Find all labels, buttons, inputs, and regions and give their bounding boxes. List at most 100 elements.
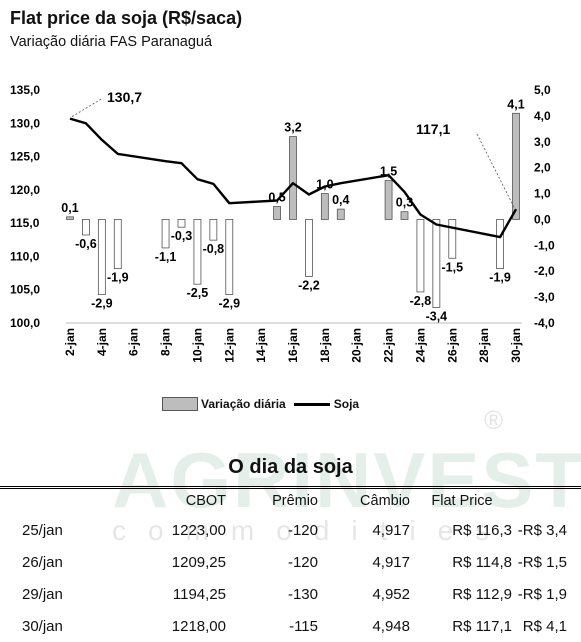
bar-data-label: 0,4 bbox=[332, 193, 349, 207]
x-tick-label: 16-jan bbox=[286, 328, 300, 363]
y-right-tick-label: 3,0 bbox=[534, 135, 551, 149]
cell-cambio: 4,952 bbox=[372, 585, 410, 603]
bar bbox=[177, 219, 186, 228]
y-right-tick-label: 5,0 bbox=[534, 83, 551, 97]
legend-bar-swatch bbox=[162, 397, 198, 411]
bar-data-label: -0,3 bbox=[171, 229, 193, 243]
y-right-tick-label: -3,0 bbox=[534, 290, 555, 304]
y-right-tick-label: 0,0 bbox=[534, 212, 551, 226]
soy-day-table: CBOT Prêmio Câmbio Flat Price 25/jan 122… bbox=[0, 488, 581, 642]
cell-date: 30/jan bbox=[22, 617, 63, 635]
cell-cambio: 4,917 bbox=[372, 553, 410, 571]
bar bbox=[161, 219, 170, 249]
x-tick-label: 4-jan bbox=[95, 328, 109, 356]
soja-line bbox=[69, 117, 518, 239]
legend-bar-label: Variação diária bbox=[201, 397, 286, 411]
annotation-leader bbox=[475, 131, 515, 208]
cell-premio: -120 bbox=[287, 553, 318, 571]
cell-change: -R$ 3,4 bbox=[517, 521, 567, 539]
x-tick-label: 30-jan bbox=[509, 328, 523, 363]
header-flat-price: Flat Price bbox=[431, 493, 493, 509]
cell-premio: -120 bbox=[287, 521, 318, 539]
bar-data-label: -2,9 bbox=[91, 297, 113, 311]
y-left-tick-label: 130,0 bbox=[10, 116, 40, 130]
y-right-tick-label: -4,0 bbox=[534, 316, 555, 330]
bar-data-label: -3,4 bbox=[426, 309, 448, 323]
x-tick-label: 2-jan bbox=[63, 328, 77, 356]
y-right-tick-label: 1,0 bbox=[534, 187, 551, 201]
x-tick-label: 10-jan bbox=[190, 328, 204, 363]
y-left-tick-label: 135,0 bbox=[10, 83, 40, 97]
table-top-rule-2 bbox=[0, 488, 581, 489]
cell-change: -R$ 1,9 bbox=[517, 585, 567, 603]
bar bbox=[320, 193, 329, 220]
header-cambio: Câmbio bbox=[360, 493, 410, 509]
cell-cbot: 1223,00 bbox=[171, 521, 226, 539]
x-tick-label: 18-jan bbox=[318, 328, 332, 363]
y-right-tick-label: 4,0 bbox=[534, 109, 551, 123]
header-date bbox=[0, 488, 115, 514]
bar bbox=[225, 219, 234, 295]
table-row: 30/jan 1218,00 -115 4,948 R$ 117,1 R$ 4,… bbox=[0, 610, 581, 642]
x-tick-label: 24-jan bbox=[413, 328, 427, 363]
chart-title: Flat price da soja (R$/saca) bbox=[10, 8, 243, 28]
bar-data-label: -2,8 bbox=[410, 294, 432, 308]
cell-cambio: 4,948 bbox=[372, 617, 410, 635]
y-left-tick-label: 120,0 bbox=[10, 183, 40, 197]
bar bbox=[209, 219, 218, 241]
bar-data-label: 4,1 bbox=[507, 97, 524, 111]
header-change bbox=[513, 488, 581, 514]
bar bbox=[273, 206, 281, 220]
table-title: O dia da soja bbox=[228, 456, 353, 478]
price-chart: 100,0 105,0 110,0 115,0 120,0 125,0 130,0 135,0… bbox=[10, 83, 555, 363]
x-tick-label: 14-jan bbox=[254, 328, 268, 363]
cell-date: 29/jan bbox=[22, 585, 63, 603]
cell-cbot: 1194,25 bbox=[172, 585, 226, 603]
bar bbox=[400, 211, 409, 220]
x-tick-label: 28-jan bbox=[477, 328, 491, 363]
bar-data-label: -1,1 bbox=[155, 250, 177, 264]
annotation-label: 117,1 bbox=[416, 121, 450, 137]
bar bbox=[416, 219, 425, 293]
bar bbox=[82, 219, 90, 236]
header-premio: Prêmio bbox=[272, 493, 318, 509]
cell-cbot: 1218,00 bbox=[171, 617, 226, 635]
cell-change: R$ 4,1 bbox=[522, 617, 567, 635]
table-row: 29/jan 1194,25 -130 4,952 R$ 112,9 -R$ 1… bbox=[0, 578, 581, 610]
bar-data-label: 0,1 bbox=[61, 201, 78, 215]
bar bbox=[432, 219, 441, 308]
table-header-row: CBOT Prêmio Câmbio Flat Price bbox=[0, 488, 581, 514]
cell-date: 25/jan bbox=[22, 521, 63, 539]
bar-data-label: -1,9 bbox=[107, 271, 129, 285]
bar-data-label: -2,2 bbox=[298, 278, 320, 292]
bar bbox=[336, 208, 345, 220]
bar bbox=[193, 219, 202, 285]
bar bbox=[448, 219, 457, 259]
y-right-tick-label: -1,0 bbox=[534, 238, 555, 252]
y-left-tick-label: 100,0 bbox=[10, 316, 40, 330]
x-tick-label: 20-jan bbox=[350, 328, 364, 363]
header-cbot: CBOT bbox=[185, 493, 226, 509]
cell-flat-price: R$ 112,9 bbox=[452, 585, 512, 603]
legend-line-swatch bbox=[293, 402, 330, 406]
cell-cbot: 1209,25 bbox=[171, 553, 226, 571]
table-row: 26/jan 1209,25 -120 4,917 R$ 114,8 -R$ 1… bbox=[0, 546, 581, 578]
legend-line-label: Soja bbox=[333, 397, 360, 411]
y-right-tick-label: -2,0 bbox=[534, 264, 555, 278]
cell-date: 26/jan bbox=[22, 553, 63, 571]
registered-mark: ® bbox=[484, 405, 504, 435]
bar-data-label: -1,5 bbox=[442, 260, 464, 274]
y-left-tick-label: 110,0 bbox=[10, 249, 40, 263]
bar-data-label: -2,5 bbox=[187, 286, 209, 300]
cell-flat-price: R$ 114,8 bbox=[452, 553, 512, 571]
bar-data-label: -1,9 bbox=[489, 271, 511, 285]
bar-data-label: 3,2 bbox=[284, 121, 301, 135]
bar bbox=[305, 219, 313, 277]
cell-flat-price: R$ 117,1 bbox=[452, 617, 512, 635]
annotation-label: 130,7 bbox=[107, 89, 142, 105]
watermark-subtext: commodities bbox=[112, 515, 512, 546]
annotation-leader bbox=[71, 97, 104, 117]
x-tick-label: 12-jan bbox=[222, 328, 236, 363]
cell-premio: -130 bbox=[287, 585, 318, 603]
bar bbox=[113, 219, 122, 270]
